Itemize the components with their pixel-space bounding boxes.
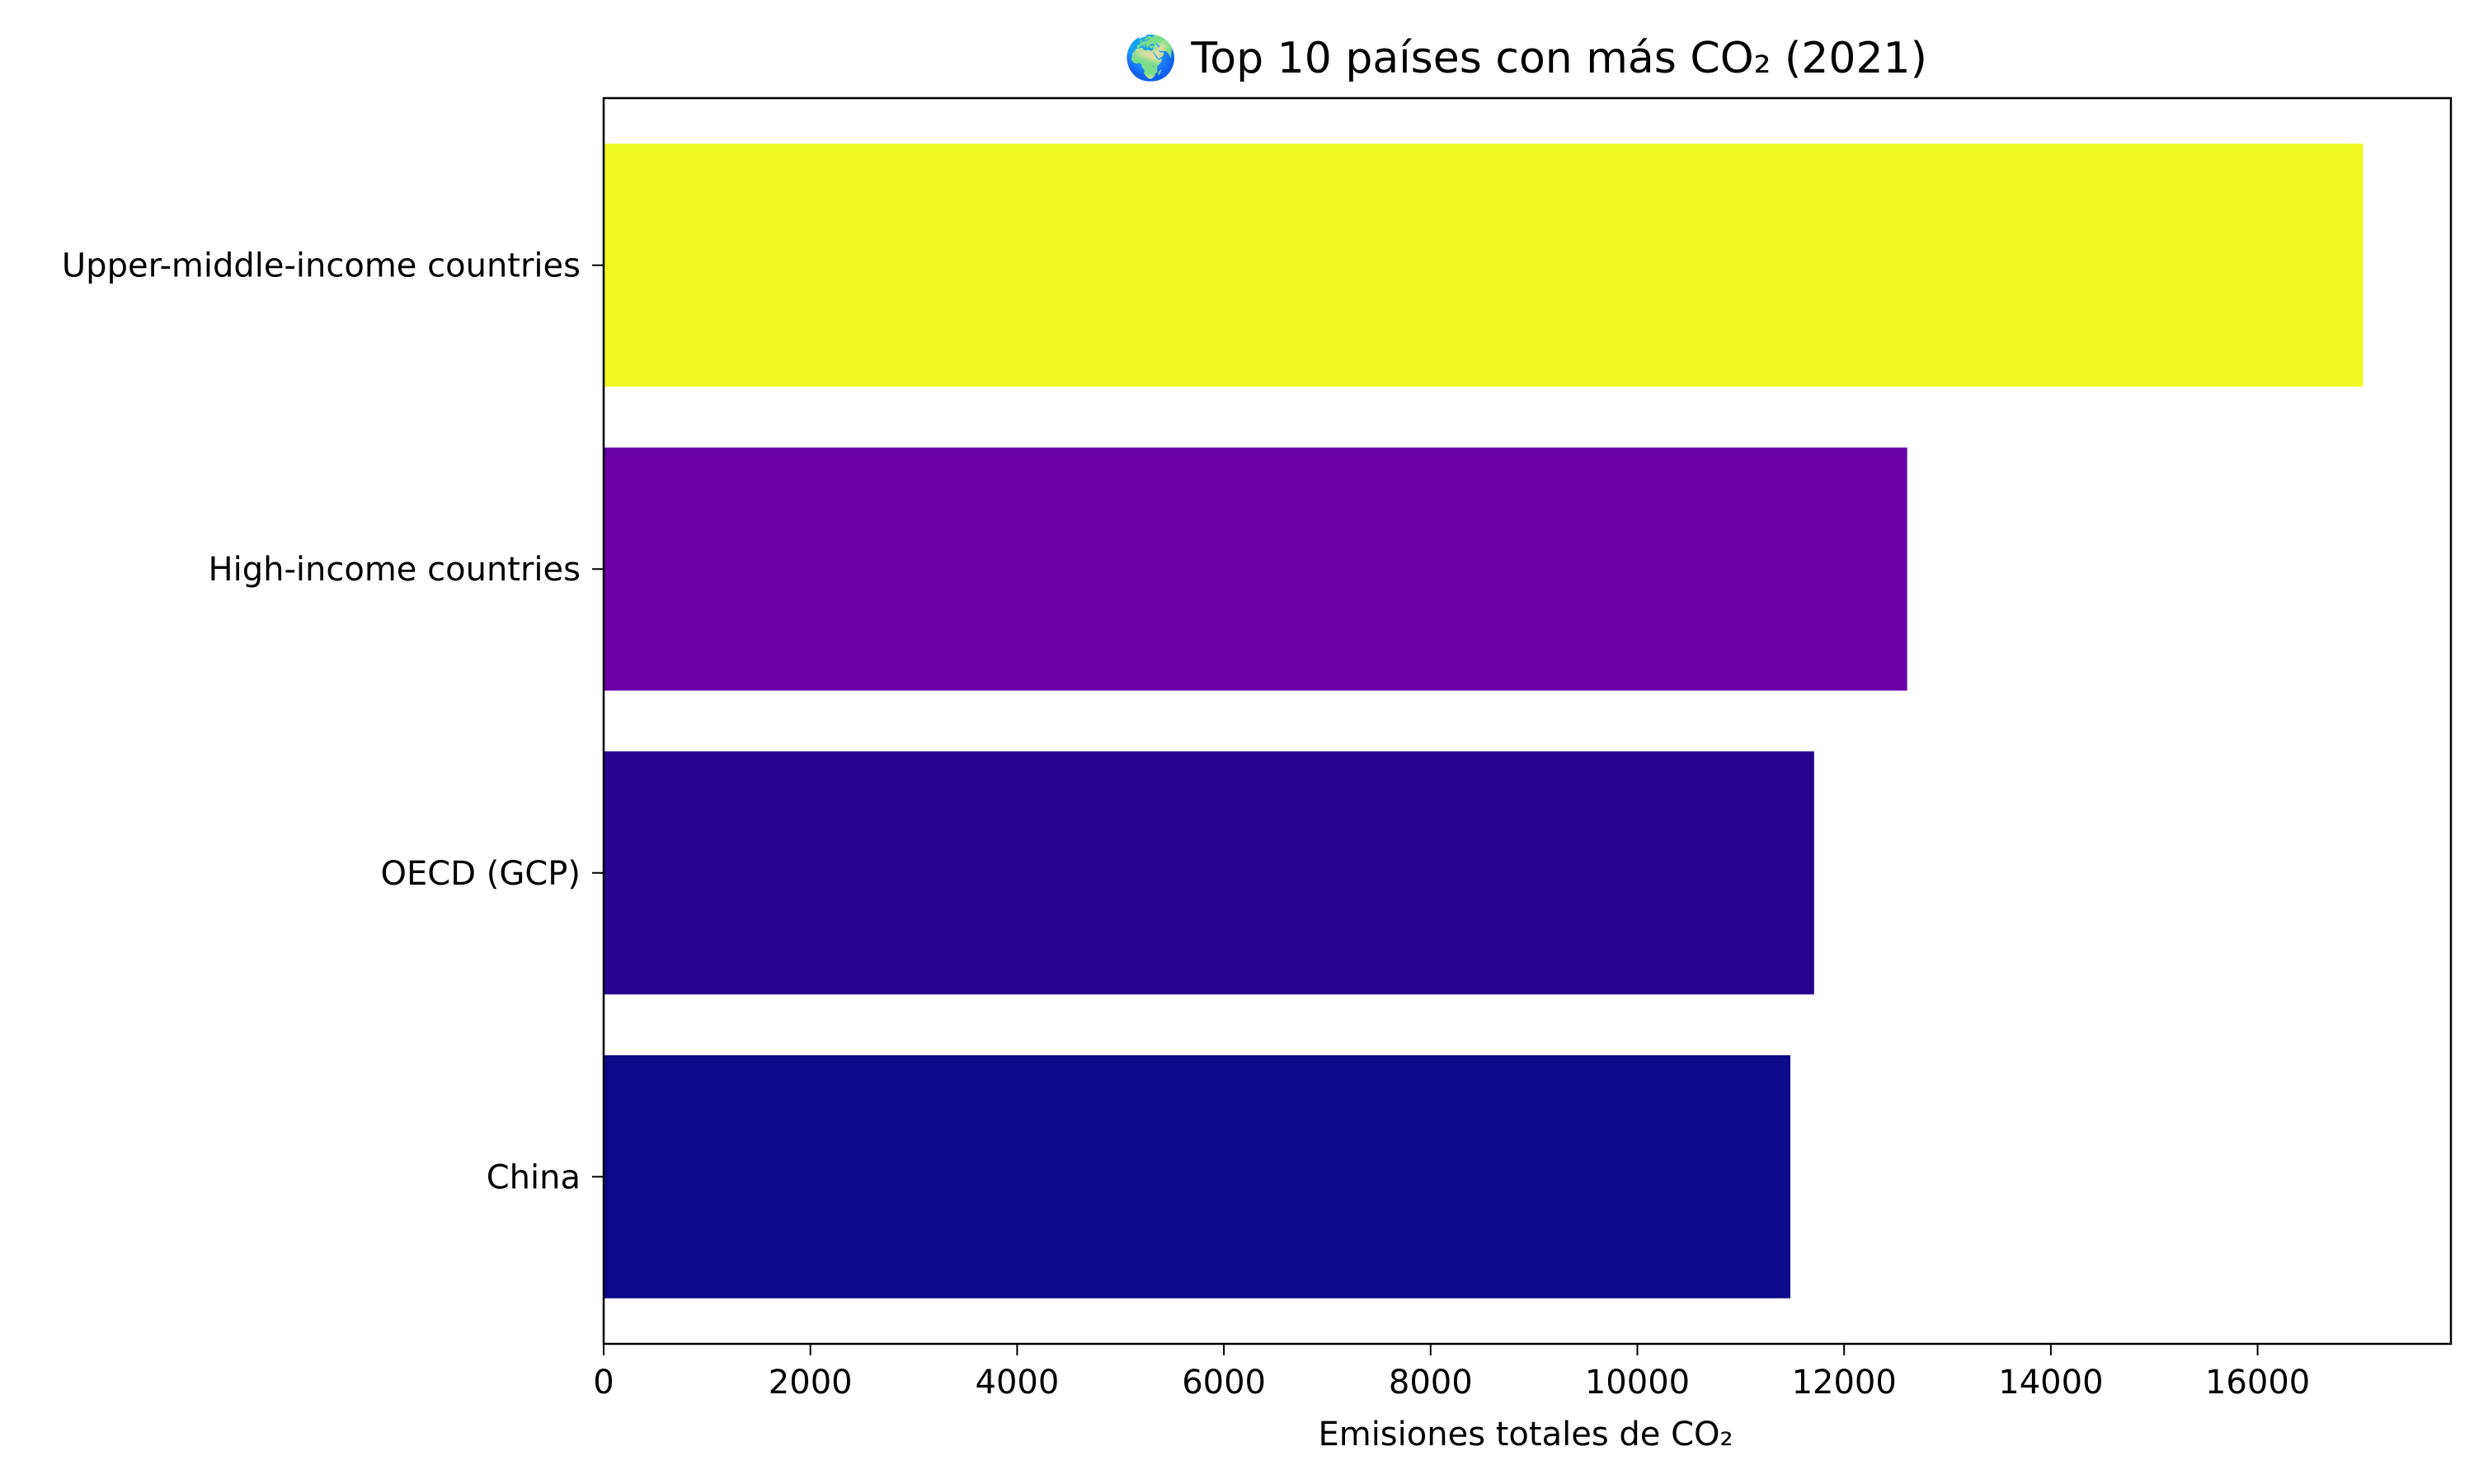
plot-area: Upper-middle-income countries High-income… [62,96,2453,1402]
x-tick-label: 0 [593,1364,614,1402]
bar-china [604,1054,1791,1298]
y-tick-label: OECD (GCP) [381,855,581,893]
x-tick-label: 2000 [769,1364,853,1402]
x-tick-label: 10000 [1585,1364,1690,1402]
x-tick-label: 16000 [2205,1364,2310,1402]
plot-frame [602,96,2453,1345]
chart-title: 🌍 Top 10 países con más CO₂ (2021) [1124,33,1927,83]
y-tick-label: Upper-middle-income countries [62,247,581,285]
x-tick-label: 14000 [1998,1364,2103,1402]
bar-upper-middle-income-countries [604,143,2363,387]
y-tick-label: High-income countries [209,551,581,589]
x-tick-label: 4000 [976,1364,1060,1402]
x-axis-label: Emisiones totales de CO₂ [1318,1416,1733,1453]
x-tick-label: 6000 [1182,1364,1266,1402]
y-tick-label: China [487,1158,581,1196]
bar-high-income-countries [604,447,1907,691]
bar-oecd-gcp [604,751,1814,995]
x-tick-label: 12000 [1792,1364,1897,1402]
x-tick-label: 8000 [1389,1364,1473,1402]
